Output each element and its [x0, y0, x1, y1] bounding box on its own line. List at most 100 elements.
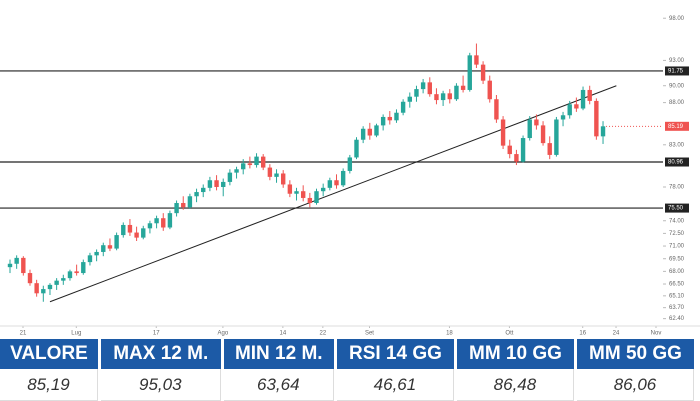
y-tick-label: 78.00: [669, 185, 685, 191]
candle-body: [141, 228, 146, 238]
candle-body: [574, 104, 579, 109]
candle-body: [387, 116, 393, 121]
candle-body: [201, 187, 206, 193]
x-tick-label: 22: [320, 331, 327, 337]
candle-body: [54, 280, 59, 285]
candle-body: [394, 112, 399, 121]
level-label: 91.75: [668, 69, 684, 75]
candle-body: [294, 191, 299, 194]
candle-body: [94, 251, 99, 256]
candle-body: [274, 173, 279, 177]
candle-body: [207, 180, 213, 188]
candle-body: [254, 156, 259, 166]
chart: 62.40 63.70 65.10 66.50 68.00 69.50 71.00 72.50…: [0, 16, 700, 337]
candle-body: [214, 180, 219, 187]
candle-body: [340, 170, 346, 186]
header-cell: MM 10 GG: [456, 339, 574, 369]
value-cell: 95,03: [100, 369, 221, 401]
candle-body: [61, 278, 66, 281]
y-tick-label: 90.00: [669, 83, 685, 89]
header-cell: VALORE: [0, 339, 98, 369]
last-price-box: [665, 121, 689, 131]
y-tick-label: 63.70: [669, 305, 685, 311]
y-tick-label: 93.00: [669, 58, 685, 64]
stats-table: VALORE MAX 12 M. MIN 12 M. RSI 14 GG MM 10 G…: [0, 339, 697, 401]
candle-body: [527, 119, 532, 139]
candle-body: [347, 157, 353, 171]
candle-body: [587, 89, 592, 101]
candle-body: [107, 245, 113, 249]
candle-body: [427, 82, 432, 95]
candle-body: [327, 180, 333, 188]
x-tick-label: 17: [153, 331, 160, 337]
last-price-label: 85.19: [668, 124, 684, 130]
candle-body: [314, 191, 319, 204]
header-cell: MM 50 GG: [576, 339, 694, 369]
candle-body: [234, 169, 239, 173]
candle-body: [280, 173, 286, 185]
candle-body: [307, 197, 313, 204]
trend-line: [49, 85, 617, 303]
candle-body: [454, 85, 459, 100]
candle-body: [7, 263, 13, 268]
candle-body: [480, 64, 486, 81]
candle-body: [47, 284, 53, 290]
candle-body: [594, 100, 599, 137]
candle-body: [267, 167, 273, 177]
x-tick-label: 21: [20, 331, 27, 337]
y-tick-label: 62.40: [669, 316, 685, 322]
candle-body: [560, 115, 566, 120]
candle-body: [154, 218, 159, 224]
y-tick-label: 71.00: [669, 244, 685, 250]
x-tick-label: Lug: [71, 331, 81, 337]
candle-body: [187, 196, 193, 208]
x-tick-label: 24: [613, 331, 620, 337]
candle-body: [460, 85, 466, 90]
candle-body: [487, 80, 492, 100]
candle-body: [440, 93, 446, 101]
value-cell: 86,48: [456, 369, 574, 401]
candle-body: [420, 82, 426, 90]
candle-body: [500, 119, 506, 146]
candle-body: [507, 145, 512, 155]
level-label: 80.96: [668, 160, 684, 166]
header-cell: MIN 12 M.: [223, 339, 334, 369]
candle-body: [81, 262, 86, 274]
level-label-box: [665, 157, 689, 167]
value-row: 85,19 95,03 63,64 46,61 86,48 86,06: [0, 369, 694, 401]
y-tick-label: 83.00: [669, 142, 685, 148]
candle-body: [434, 94, 439, 101]
candle-body: [520, 138, 526, 162]
x-tick-label: 14: [280, 331, 287, 337]
candle-body: [194, 192, 199, 197]
candle-body: [467, 55, 472, 90]
level-label-box: [665, 203, 689, 213]
candle-body: [247, 163, 253, 166]
candle-body: [534, 119, 539, 126]
candle-body: [21, 257, 26, 274]
candle-body: [407, 96, 412, 102]
x-tick-label: 16: [579, 331, 586, 337]
candle-body: [334, 180, 339, 186]
candle-body: [181, 203, 186, 208]
candle-body: [167, 213, 173, 228]
candle-body: [87, 255, 93, 263]
y-tick-label: 65.10: [669, 293, 685, 299]
candle-body: [114, 235, 119, 249]
y-tick-label: 66.50: [669, 282, 685, 288]
candle-body: [400, 101, 406, 113]
y-tick-label: 98.00: [669, 16, 685, 22]
header-cell: RSI 14 GG: [336, 339, 454, 369]
candle-body: [227, 172, 233, 182]
level-label: 75.50: [668, 206, 684, 212]
candle-body: [367, 128, 373, 136]
x-tick-label: Nov: [651, 331, 662, 337]
candle-body: [34, 283, 39, 294]
candle-body: [27, 273, 33, 284]
candle-body: [287, 184, 293, 194]
candle-body: [567, 104, 572, 116]
y-tick-label: 74.00: [669, 218, 685, 224]
x-tick-label: 18: [446, 331, 453, 337]
value-cell: 85,19: [0, 369, 98, 401]
